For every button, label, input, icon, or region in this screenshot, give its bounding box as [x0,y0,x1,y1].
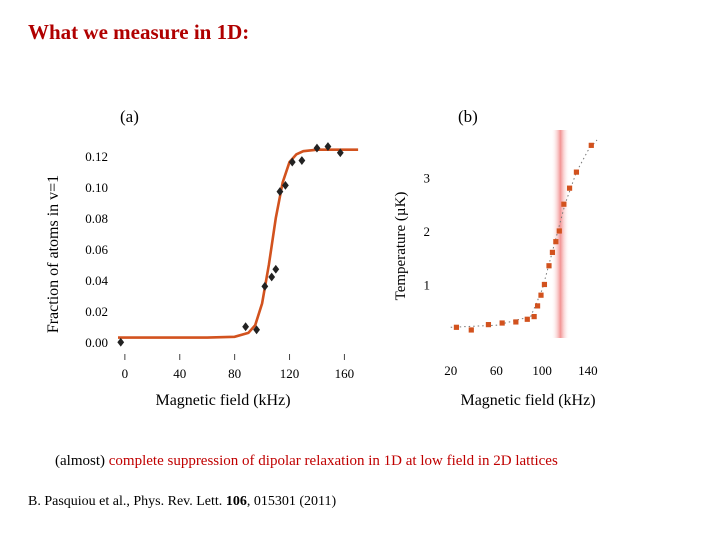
chart-b-highlight-band [551,130,570,338]
chart-b-data-point [468,327,474,333]
chart-a-panel-label: (a) [120,107,139,126]
chart-b-data-point [566,185,573,191]
chart-b-x-tick-label: 100 [532,363,552,378]
caption-prefix: (almost) [55,453,109,469]
chart-b-data-point [513,319,519,325]
chart-b-data-point [453,324,460,330]
chart-b-x-tick-label: 140 [578,363,598,378]
chart-b-temperature-vs-field: (b) 123 20 60 100 140 Magnetic field (kHz) … [393,107,598,409]
chart-b-x-axis-label: Magnetic field (kHz) [460,392,595,409]
chart-b-data-point [546,263,552,269]
chart-a-data-point [242,322,250,332]
chart-a-x-tick-label: 0 [122,366,129,381]
chart-b-x-tick-label: 60 [490,363,503,378]
caption-highlight: complete suppression of dipolar relaxati… [108,453,558,469]
chart-a-x-tick-label: 160 [335,366,355,381]
chart-a-y-tick-labels: 0.00 0.02 0.04 0.06 0.08 0.10 0.12 [85,149,108,350]
citation-volume: 106 [225,494,247,509]
chart-a-x-ticks [124,354,345,360]
citation-pages-year: , 015301 (2011) [246,494,337,509]
slide-title: What we measure in 1D: [28,20,250,44]
chart-b-data-point [524,316,530,322]
chart-b-points [453,142,594,333]
chart-a-data-point [268,272,276,282]
chart-a-y-tick-label: 0.10 [85,180,108,195]
chart-a-data-point [272,264,280,274]
chart-a-data-point [313,143,321,153]
chart-a-y-tick-label: 0.00 [85,335,108,350]
citation: B. Pasquiou et al., Phys. Rev. Lett. 106… [28,494,336,510]
chart-a-points [117,142,344,347]
chart-a-x-axis-label: Magnetic field (kHz) [155,392,290,409]
chart-a-data-point [253,325,260,335]
chart-b-data-point [556,228,562,234]
chart-a-y-axis-label: Fraction of atoms in v=1 [45,175,62,333]
chart-a-fit-curve [118,148,359,339]
chart-a-data-point [261,281,269,291]
chart-a-data-point [324,142,332,151]
chart-b-y-tick-label: 3 [424,170,431,185]
chart-b-data-point [531,313,537,320]
chart-a-fraction-vs-field: (a) 0.00 0.02 0.04 0.06 0.08 0.10 0.12 0 40 80 12… [45,107,359,409]
chart-a-x-tick-labels: 0 40 80 120 160 [122,366,355,381]
chart-a-data-point [298,156,306,165]
chart-a-data-point [288,157,296,167]
chart-b-data-point [499,320,505,326]
chart-b-x-tick-labels: 20 60 100 140 [444,363,597,378]
chart-b-data-point [573,169,580,175]
chart-b-data-point [549,249,556,255]
chart-b-data-point [485,322,492,328]
chart-b-data-point [541,281,548,288]
chart-a-x-tick-label: 120 [280,366,300,381]
chart-b-data-point [553,239,559,245]
chart-a-y-tick-label: 0.04 [85,273,108,288]
chart-b-data-point [561,201,567,207]
slide-caption: (almost) complete suppression of dipolar… [55,453,558,470]
chart-a-y-tick-label: 0.02 [85,304,108,319]
chart-b-data-point [588,142,594,148]
chart-a-y-tick-label: 0.12 [85,149,108,164]
chart-a-y-tick-label: 0.08 [85,211,108,226]
chart-b-y-tick-labels: 1 2 3 [424,170,431,292]
chart-a-data-point [276,187,284,197]
chart-b-panel-label: (b) [458,107,478,126]
chart-b-y-axis-label: Temperature (µK) [393,192,409,301]
chart-b-data-point [538,292,544,298]
chart-b-x-tick-label: 20 [444,363,457,378]
chart-a-y-tick-label: 0.06 [85,242,108,257]
chart-a-data-point [117,337,125,347]
chart-b-y-tick-label: 2 [424,224,431,239]
chart-b-trend-line [450,139,598,328]
citation-authors-journal: B. Pasquiou et al., Phys. Rev. Lett. [28,494,226,509]
chart-a-data-point [282,180,289,190]
chart-b-data-point [534,303,541,309]
chart-a-x-tick-label: 80 [228,366,241,381]
chart-a-x-tick-label: 40 [173,366,186,381]
chart-b-y-tick-label: 1 [424,277,431,292]
